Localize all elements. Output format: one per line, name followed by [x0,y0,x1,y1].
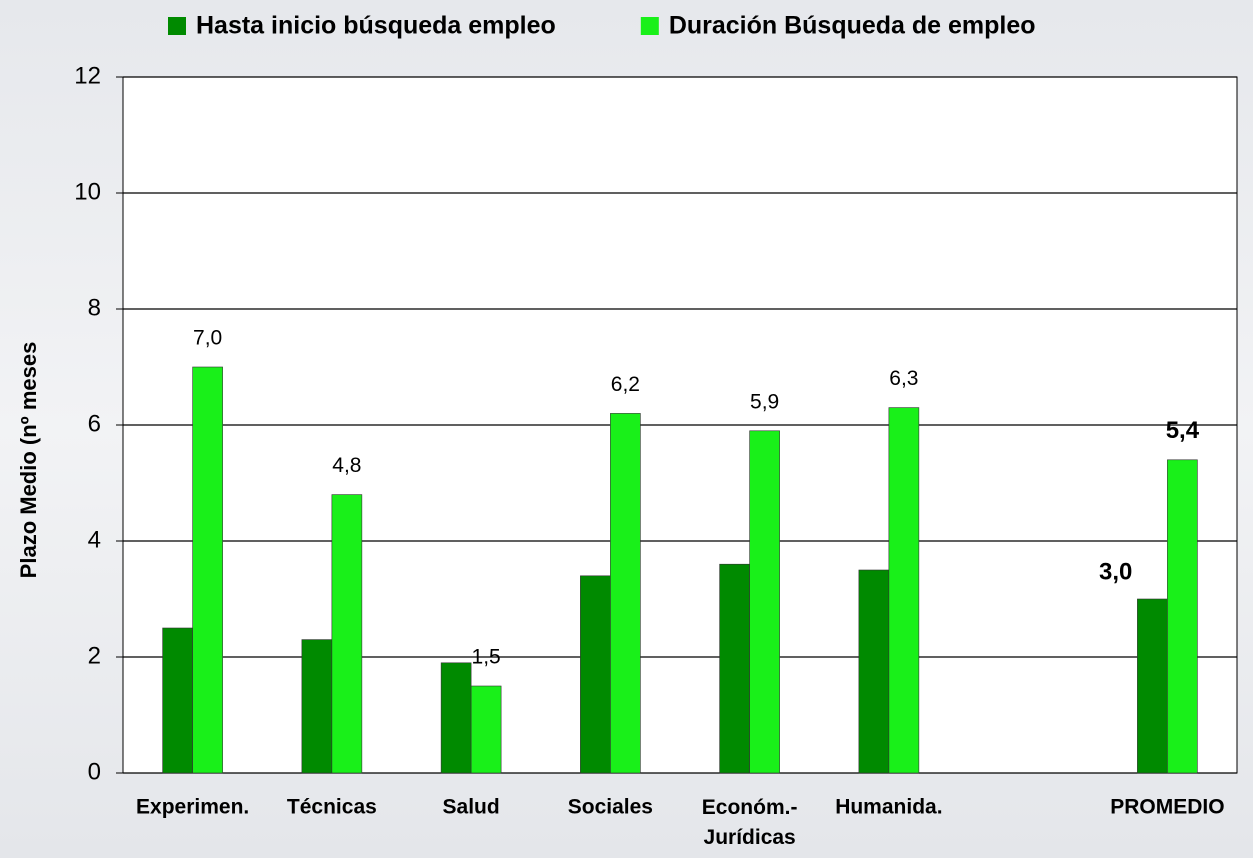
bar [888,407,920,774]
bar [470,685,502,774]
x-tick-label: Experimen. [136,796,249,819]
y-axis-label: Plazo Medio (nº meses [16,342,41,579]
bar [1137,598,1168,774]
data-label: 6,3 [889,367,918,390]
bar [610,413,641,774]
y-tick-label: 12 [74,62,101,89]
legend-swatch [640,17,659,35]
data-label: 4,8 [332,454,361,477]
bar [1167,459,1198,774]
y-tick-label: 6 [88,410,101,437]
bar [331,494,363,774]
x-tick-label: Salud [443,796,500,819]
legend-label: Hasta inicio búsqueda empleo [196,12,556,40]
data-label: 7,0 [193,327,222,350]
y-tick-label: 0 [88,758,101,785]
data-label: 5,9 [750,390,779,413]
bar [858,569,890,774]
legend-swatch [168,17,186,35]
x-tick-label: Económ.-Jurídicas [702,796,798,849]
bar [580,575,611,774]
bar [440,662,472,774]
x-tick-label: PROMEDIO [1110,796,1224,819]
bar [192,366,223,774]
bar [301,639,333,774]
legend-label: Duración Búsqueda de empleo [669,12,1036,40]
data-label: 1,5 [472,646,501,669]
y-tick-label: 2 [88,642,101,669]
data-label: 5,4 [1166,417,1200,444]
y-tick-label: 8 [88,294,101,321]
bar [749,430,780,774]
bar [719,563,750,774]
data-label: 3,0 [1099,558,1132,585]
bar [162,627,193,774]
data-label: 6,2 [611,373,640,396]
x-tick-label: Técnicas [287,796,377,819]
y-tick-label: 4 [88,526,101,553]
x-tick-label: Sociales [568,796,653,819]
y-tick-label: 10 [74,178,101,205]
x-tick-label: Humanida. [835,796,942,819]
